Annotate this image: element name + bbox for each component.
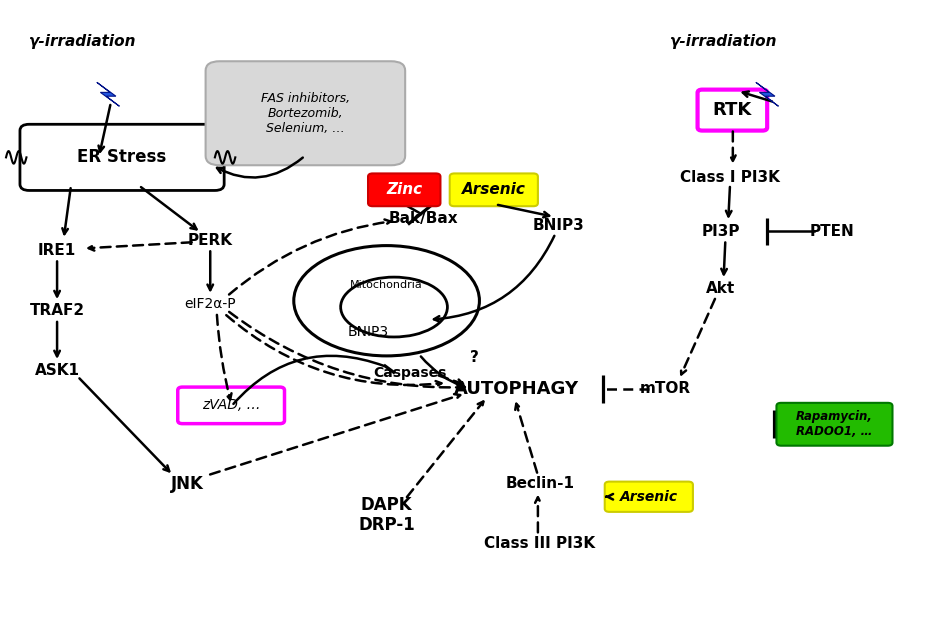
Text: Arsenic: Arsenic (462, 182, 526, 197)
Text: DAPK
DRP-1: DAPK DRP-1 (358, 496, 415, 534)
Text: eIF2α-P: eIF2α-P (184, 297, 236, 311)
Text: Beclin-1: Beclin-1 (506, 476, 574, 491)
Text: PERK: PERK (188, 234, 233, 248)
Text: PI3P: PI3P (702, 224, 740, 239)
Text: zVAD, …: zVAD, … (202, 398, 261, 412)
Text: BNIP3: BNIP3 (347, 325, 388, 339)
Text: Rapamycin,
RADOO1, …: Rapamycin, RADOO1, … (796, 410, 873, 438)
Text: TRAF2: TRAF2 (30, 303, 85, 318)
Text: BNIP3: BNIP3 (533, 218, 584, 232)
Text: Arsenic: Arsenic (620, 490, 678, 504)
Text: ?: ? (470, 350, 479, 365)
Text: PTEN: PTEN (810, 224, 855, 239)
Text: Class I PI3K: Class I PI3K (681, 170, 780, 185)
FancyBboxPatch shape (206, 61, 405, 165)
Text: ASK1: ASK1 (34, 363, 79, 377)
Ellipse shape (294, 246, 479, 356)
FancyBboxPatch shape (368, 173, 440, 206)
Text: Akt: Akt (706, 280, 735, 296)
Text: mTOR: mTOR (640, 382, 691, 396)
FancyBboxPatch shape (450, 173, 538, 206)
Text: γ-irradiation: γ-irradiation (29, 34, 137, 49)
FancyBboxPatch shape (605, 482, 693, 512)
Text: AUTOPHAGY: AUTOPHAGY (454, 380, 579, 398)
Text: γ-irradiation: γ-irradiation (669, 34, 777, 49)
Text: RTK: RTK (713, 101, 752, 119)
Text: JNK: JNK (170, 475, 204, 492)
FancyBboxPatch shape (178, 387, 285, 423)
FancyBboxPatch shape (20, 124, 224, 191)
Text: ER Stress: ER Stress (77, 148, 167, 166)
FancyBboxPatch shape (697, 90, 767, 130)
Text: Zinc: Zinc (386, 182, 423, 197)
Text: Class III PI3K: Class III PI3K (484, 536, 595, 551)
Text: Caspases: Caspases (373, 367, 447, 380)
Text: Mitochondria: Mitochondria (350, 280, 423, 290)
Text: Bak/Bax: Bak/Bax (389, 211, 459, 227)
FancyBboxPatch shape (776, 403, 893, 446)
Text: FAS inhibitors,
Bortezomib,
Selenium, …: FAS inhibitors, Bortezomib, Selenium, … (261, 92, 350, 135)
Polygon shape (756, 82, 778, 106)
Text: IRE1: IRE1 (38, 243, 76, 258)
Polygon shape (97, 82, 119, 106)
